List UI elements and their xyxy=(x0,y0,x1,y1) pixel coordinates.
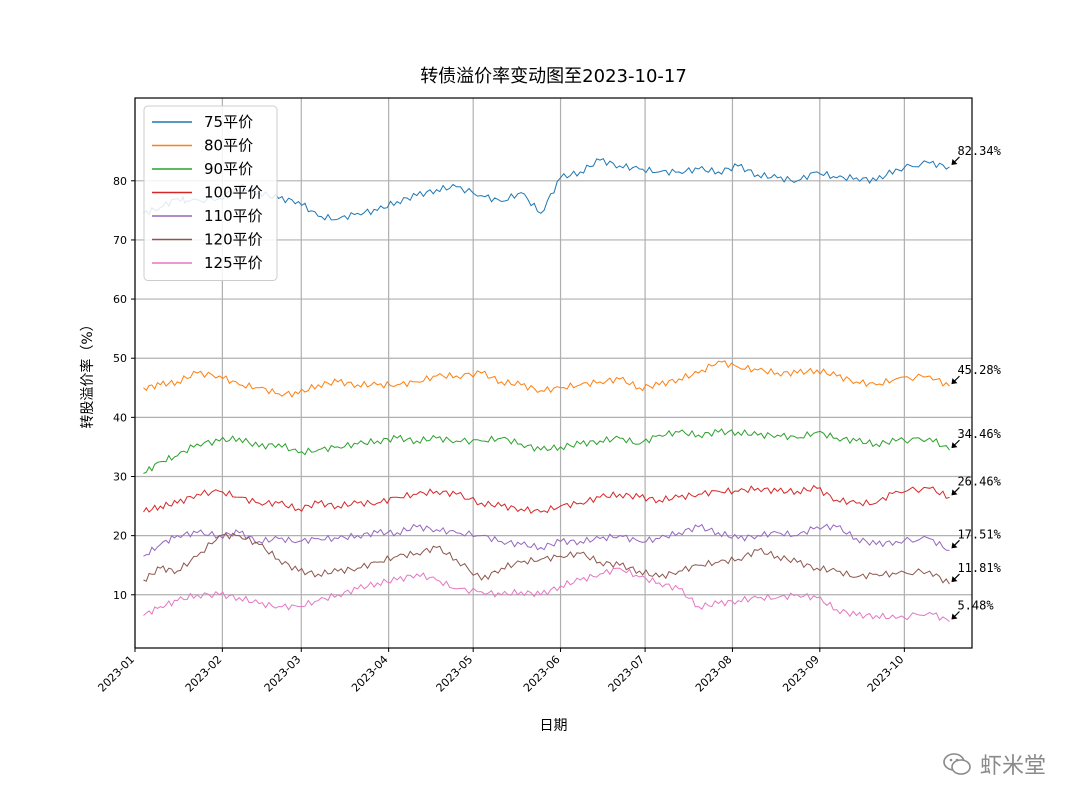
watermark-text: 虾米堂 xyxy=(979,754,1046,779)
legend-label: 110平价 xyxy=(204,207,263,225)
x-tick-label: 2023-04 xyxy=(349,653,391,695)
series-line-4 xyxy=(143,523,950,557)
series-line-1 xyxy=(143,360,950,398)
end-arrowhead xyxy=(951,378,958,385)
series-line-3 xyxy=(143,484,950,514)
y-tick-label: 40 xyxy=(113,411,127,424)
y-ticks: 10 20 30 40 50 60 70 80 xyxy=(113,175,135,602)
series-line-2 xyxy=(143,428,950,474)
x-tick-label: 2023-10 xyxy=(865,653,907,695)
end-arrowhead xyxy=(951,542,958,549)
end-labels: 82.34% 45.28% 34.46% 26.46% 17.51% 11.81% 5.48… xyxy=(951,144,1002,620)
legend-label: 100平价 xyxy=(204,184,263,202)
end-arrowhead xyxy=(951,158,958,165)
end-arrowhead xyxy=(951,442,958,449)
y-tick-label: 80 xyxy=(113,175,127,188)
y-tick-label: 10 xyxy=(113,589,127,602)
x-tick-label: 2023-05 xyxy=(434,653,476,695)
y-axis-label: 转股溢价率（%） xyxy=(79,317,96,428)
y-tick-label: 50 xyxy=(113,352,127,365)
x-tick-label: 2023-03 xyxy=(262,653,304,695)
end-label: 34.46% xyxy=(957,427,1001,441)
end-label: 45.28% xyxy=(957,363,1001,377)
end-arrowhead xyxy=(951,613,958,620)
x-tick-label: 2023-02 xyxy=(183,653,225,695)
legend: 75平价 80平价 90平价 100平价 110平价 120平价 125平价 xyxy=(143,105,278,281)
x-ticks: 2023-01 2023-02 2023-03 2023-04 2023-05 2023-… xyxy=(95,648,906,695)
x-tick-label: 2023-08 xyxy=(693,653,735,695)
end-label: 82.34% xyxy=(957,144,1001,158)
legend-box xyxy=(143,105,278,281)
y-tick-label: 70 xyxy=(113,234,127,247)
x-tick-label: 2023-01 xyxy=(95,653,137,695)
y-tick-label: 20 xyxy=(113,530,127,543)
wechat-icon xyxy=(943,753,971,775)
end-label: 11.81% xyxy=(957,561,1001,575)
x-axis-label: 日期 xyxy=(540,718,568,734)
legend-label: 80平价 xyxy=(204,137,253,155)
chart-title: 转债溢价率变动图至2023-10-17 xyxy=(420,66,687,87)
end-label: 17.51% xyxy=(957,527,1001,541)
watermark: 虾米堂 xyxy=(942,748,1046,780)
y-tick-label: 30 xyxy=(113,470,127,483)
x-tick-label: 2023-06 xyxy=(521,653,563,695)
legend-label: 75平价 xyxy=(204,113,253,131)
end-label: 26.46% xyxy=(957,474,1001,488)
end-arrowhead xyxy=(951,576,958,583)
series-line-6 xyxy=(143,567,950,622)
end-arrowhead xyxy=(951,489,958,496)
legend-label: 125平价 xyxy=(204,254,263,272)
x-tick-label: 2023-09 xyxy=(780,653,822,695)
series-line-5 xyxy=(143,532,950,585)
x-tick-label: 2023-07 xyxy=(606,653,648,695)
legend-label: 90平价 xyxy=(204,160,253,178)
end-label: 5.48% xyxy=(957,599,994,613)
plot-frame xyxy=(134,97,973,649)
legend-label: 120平价 xyxy=(204,231,263,249)
y-tick-label: 60 xyxy=(113,293,127,306)
